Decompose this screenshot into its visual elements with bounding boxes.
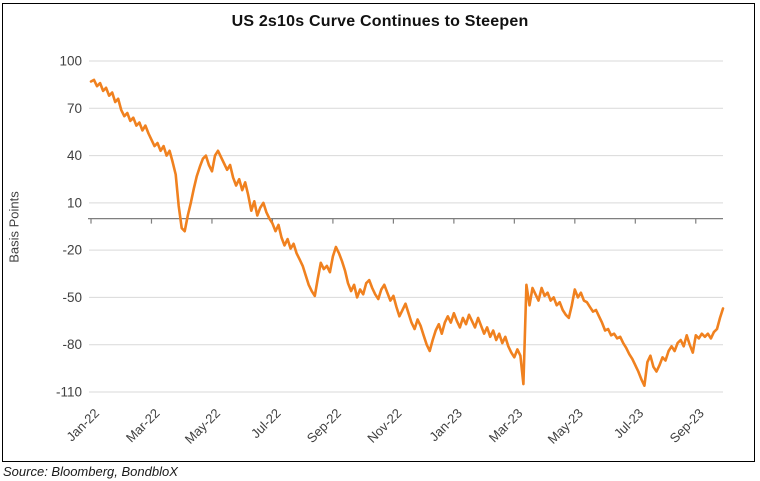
x-tick-label: May-23 (545, 406, 586, 447)
chart-title: US 2s10s Curve Continues to Steepen (231, 13, 529, 30)
y-tick-label: 10 (67, 195, 82, 210)
source-note: Source: Bloomberg, BondbloX (3, 464, 178, 479)
y-tick-label: -20 (62, 243, 82, 258)
x-tick-label: Nov-22 (364, 406, 404, 446)
x-tick-label: May-22 (182, 406, 223, 447)
x-tick-label: Sep-23 (667, 406, 707, 446)
x-tick-label: Jul-22 (248, 406, 284, 442)
y-tick-label: -110 (56, 385, 82, 400)
y-tick-label: 70 (67, 101, 82, 116)
y-tick-label: -50 (62, 290, 82, 305)
x-tick-label: Mar-22 (123, 406, 163, 446)
chart-frame (2, 3, 755, 462)
x-tick-label: Jan-22 (63, 406, 102, 445)
y-tick-label: -80 (62, 337, 82, 352)
x-tick-label: Jul-23 (611, 406, 647, 442)
x-tick-label: Sep-22 (304, 406, 344, 446)
x-tick-label: Jan-23 (426, 406, 465, 445)
x-tick-label: Mar-23 (486, 406, 526, 446)
series-line (89, 78, 725, 388)
y-tick-label: 40 (67, 148, 82, 163)
y-tick-label: 100 (59, 54, 82, 69)
